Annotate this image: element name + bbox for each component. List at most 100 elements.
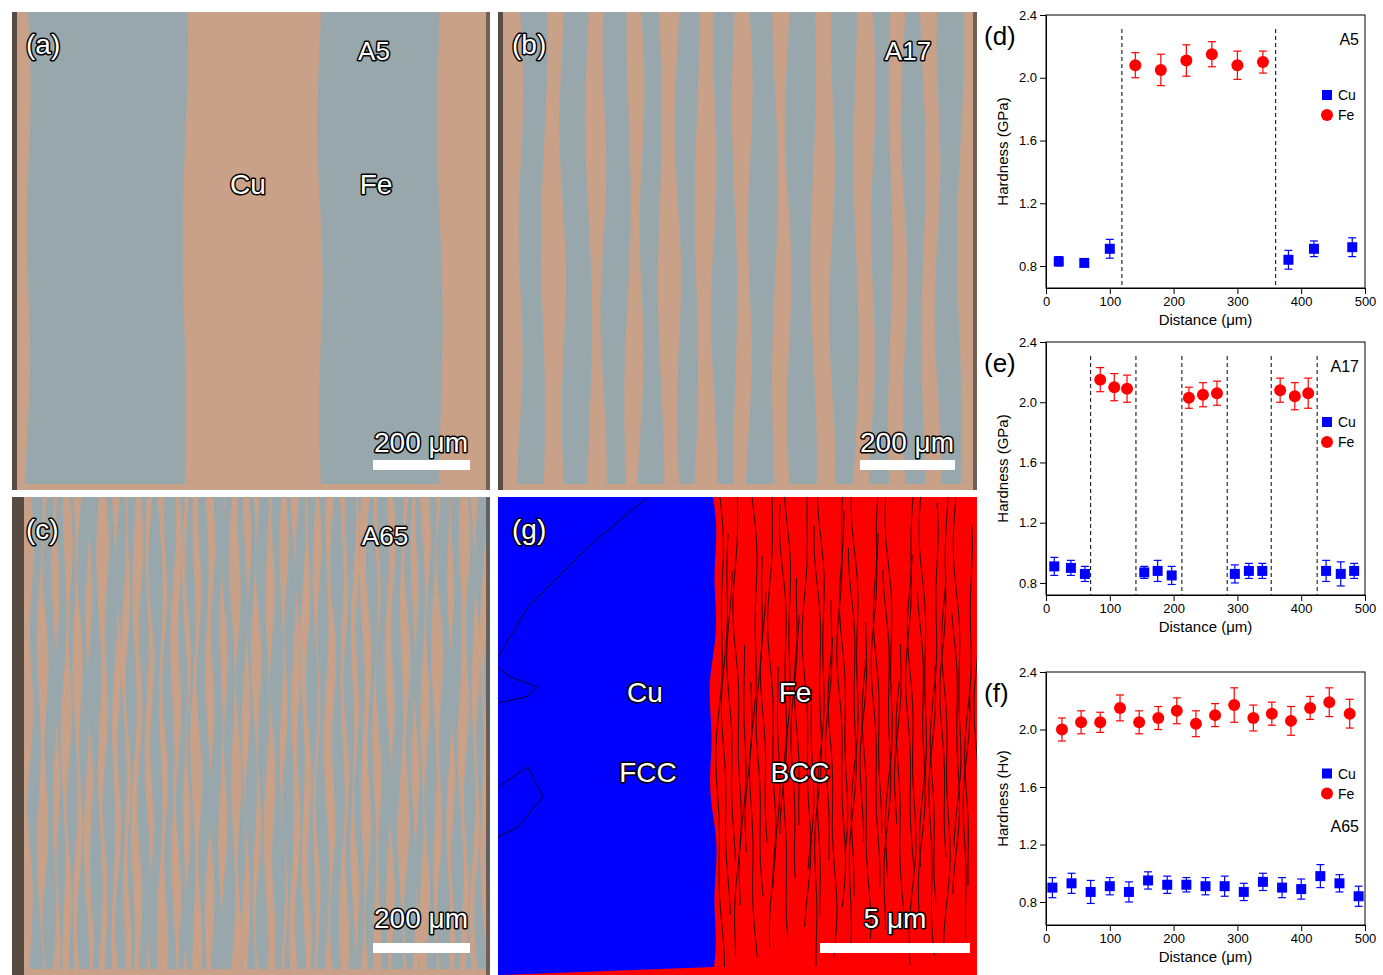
grain-boundary (839, 511, 847, 851)
phase-label: Fe (360, 169, 393, 200)
x-tick: 0 (1043, 288, 1050, 309)
error-bar (1154, 560, 1162, 581)
iron-layer (343, 497, 356, 969)
error-bar-cap (1291, 382, 1299, 383)
error-bar-cap (1096, 391, 1104, 392)
legend-item: Cu (1322, 414, 1356, 430)
error-bar-cap (1182, 877, 1190, 878)
data-point (1153, 566, 1163, 576)
grain-boundary (498, 767, 543, 837)
data-point (1181, 880, 1191, 890)
x-axis-line (1047, 288, 1366, 289)
error-bar-cap (1230, 687, 1238, 688)
data-point (1258, 877, 1268, 887)
grain-boundary (794, 615, 799, 825)
grain-boundary (906, 497, 914, 867)
y-tick-mark (1040, 141, 1046, 142)
error-bar-cap (1192, 710, 1200, 711)
iron-layer (222, 497, 235, 969)
error-bar (1322, 560, 1330, 581)
grain-boundary (783, 497, 790, 937)
error-bar-cap (1087, 880, 1095, 881)
y-tick-mark (1040, 902, 1046, 903)
iron-layer (196, 497, 210, 969)
data-point (1075, 716, 1087, 728)
x-tick-label: 400 (1291, 294, 1313, 309)
data-point (1323, 696, 1335, 708)
error-bar-cap (1096, 367, 1104, 368)
data-point (1247, 712, 1259, 724)
error-bar-cap (1048, 877, 1056, 878)
data-point (1197, 389, 1209, 401)
x-tick-mark (1237, 925, 1238, 931)
iron-layer (306, 497, 319, 969)
y-tick-mark (1040, 672, 1046, 673)
data-point (1257, 566, 1267, 576)
legend-label: Cu (1338, 766, 1356, 782)
data-point (1124, 887, 1134, 897)
error-bar (1350, 563, 1358, 578)
iron-layer (517, 12, 548, 484)
data-point (1129, 59, 1141, 71)
grain-boundary (940, 497, 948, 857)
error-bar (1067, 560, 1075, 575)
error-bar-cap (1325, 687, 1333, 688)
grain-boundary (849, 548, 857, 948)
interface-line (1275, 29, 1276, 288)
error-bar-cap (1276, 402, 1284, 403)
grain-boundary (825, 600, 831, 860)
iron-layer (43, 497, 58, 969)
error-bar-cap (1233, 79, 1241, 80)
error-bar-cap (1335, 891, 1343, 892)
iron-layer (829, 12, 859, 484)
error-bar-cap (1185, 408, 1193, 409)
iron-layer (67, 497, 79, 969)
legend: CuFe (1321, 87, 1356, 123)
x-tick: 400 (1291, 595, 1313, 616)
legend-item: Fe (1321, 434, 1355, 450)
error-bar-cap (1249, 704, 1257, 705)
iron-layer (711, 12, 737, 484)
grain-boundary (745, 682, 752, 852)
error-bar (1231, 565, 1239, 583)
error-bar (1048, 878, 1056, 898)
scale-bar (373, 460, 470, 470)
sample-label: A5 (1339, 31, 1359, 48)
error-bar-cap (1291, 409, 1299, 410)
data-point (1349, 566, 1359, 576)
iron-layer (25, 12, 188, 484)
error-bar-cap (1306, 719, 1314, 720)
iron-layer (236, 497, 248, 969)
error-bar (1087, 880, 1095, 903)
series-fe (1094, 368, 1314, 410)
data-point (1321, 566, 1331, 576)
error-bar-cap (1182, 76, 1190, 77)
error-bar-cap (1154, 581, 1162, 582)
error-bar-cap (1157, 85, 1165, 86)
error-bar-cap (1258, 563, 1266, 564)
grain-boundary (716, 497, 725, 967)
copper-background (12, 12, 490, 490)
scale-bar (860, 460, 955, 470)
iron-layer (746, 12, 778, 484)
error-bar (1297, 879, 1305, 899)
error-bar-cap (1304, 378, 1312, 379)
data-point (1143, 875, 1153, 885)
plot-marks (1047, 688, 1363, 907)
structure-label: FCC (619, 757, 677, 788)
y-axis: 0.81.21.62.02.4 (1019, 665, 1047, 926)
copper-background (498, 12, 977, 490)
x-tick-label: 100 (1099, 601, 1121, 616)
error-bar-cap (1297, 878, 1305, 879)
error-bar-cap (1284, 269, 1292, 270)
iron-layer (559, 12, 592, 484)
y-tick: 1.2 (1019, 837, 1046, 852)
legend: Cu Fe (1321, 414, 1356, 450)
grain-boundary (768, 497, 777, 947)
grain-boundary (828, 637, 837, 957)
error-bar-cap (1337, 561, 1345, 562)
data-point (1167, 570, 1177, 580)
grain-boundary (760, 593, 767, 843)
y-axis-title: Hardness (GPa) (994, 97, 1011, 205)
iron-layer (437, 497, 452, 969)
